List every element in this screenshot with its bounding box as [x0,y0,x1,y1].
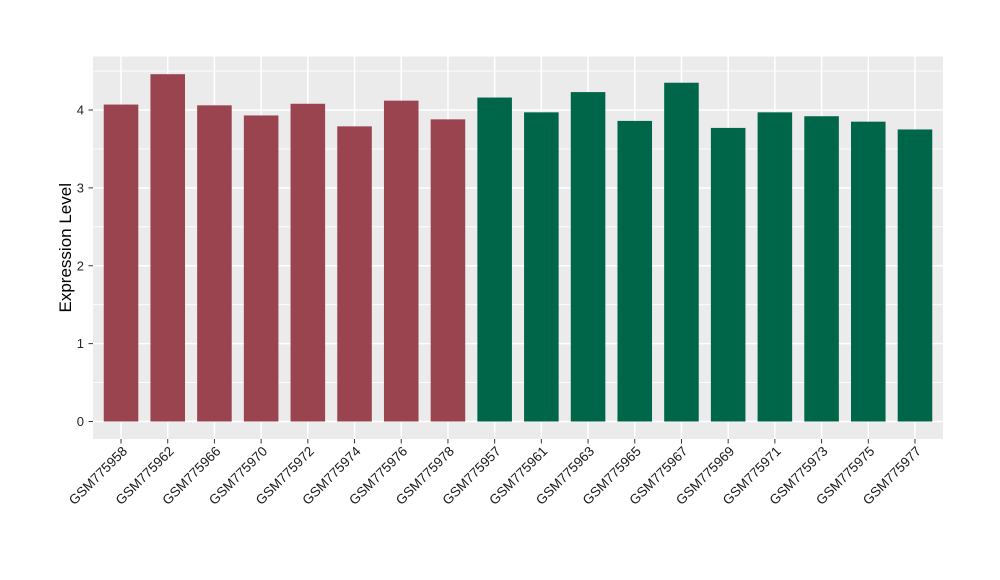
bar [570,92,606,422]
bar [804,116,839,422]
bar [103,104,139,422]
bar [430,119,466,422]
y-tick-label: 4 [77,103,84,118]
axis-tick-marks [88,109,916,444]
bar [337,126,372,422]
bar [197,105,232,422]
bar [664,82,699,422]
bar [150,74,186,422]
bar [710,127,746,422]
y-tick-label: 2 [77,258,84,273]
y-axis-tick-labels: 0 1 2 3 4 [77,103,84,430]
y-tick-label: 1 [77,336,84,351]
bar [477,97,512,422]
bars [103,74,933,422]
y-tick-label: 3 [77,180,84,195]
bar [383,100,419,422]
bar [290,103,326,422]
y-tick-label: 0 [77,414,84,429]
bar [617,120,653,422]
bar [243,115,279,422]
bar [757,112,793,422]
minor-gridlines [93,70,943,383]
y-axis-title: Expression Level [56,183,75,312]
bar [850,121,886,422]
x-axis-tick-labels: GSM775958GSM775962GSM775966GSM775970GSM7… [66,443,924,508]
bar [897,129,933,422]
plot-panel [93,56,943,439]
bar [524,112,559,422]
